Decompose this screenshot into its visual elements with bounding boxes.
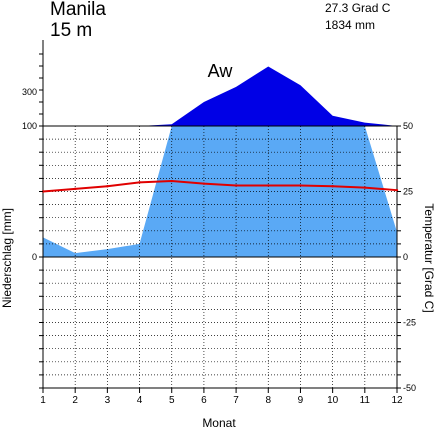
temperature-point [138, 181, 141, 184]
month-label: 8 [265, 395, 271, 406]
temperature-tick-label: -25 [403, 318, 416, 328]
month-label: 9 [298, 395, 304, 406]
precip-tick-label: 100 [22, 121, 37, 131]
month-label: 3 [105, 395, 111, 406]
temperature-point [170, 179, 173, 183]
temperature-tick-label: 25 [403, 187, 413, 197]
month-label: 6 [201, 395, 207, 406]
temperature-tick-label: 0 [403, 252, 408, 262]
x-axis-title: Monat [202, 416, 236, 430]
precip-tick-label: 300 [22, 87, 37, 97]
temperature-layer [41, 179, 399, 193]
month-label: 4 [137, 395, 143, 406]
month-label: 1 [40, 395, 46, 406]
month-label: 12 [391, 395, 403, 406]
temperature-tick-label: -50 [403, 383, 416, 393]
temperature-point [331, 185, 334, 188]
grid-lines [43, 126, 397, 388]
temperature-point [299, 184, 302, 187]
tick-marks [39, 53, 401, 393]
temperature-point [363, 186, 367, 189]
station-name: Manila [50, 0, 106, 20]
annual-precipitation: 1834 mm [325, 18, 376, 32]
temperature-point [267, 184, 270, 187]
month-label: 7 [233, 395, 239, 406]
temperature-tick-label: 50 [403, 121, 413, 131]
temperature-point [73, 187, 77, 191]
temperature-point [234, 184, 238, 187]
station-elevation: 15 m [50, 20, 93, 41]
right-axis-title: Temperatur [Grad C] [422, 203, 436, 312]
left-axis-title: Niederschlag [mm] [0, 208, 14, 308]
precip-tick-label: 0 [32, 252, 37, 262]
month-label: 11 [360, 395, 371, 406]
month-label: 2 [72, 395, 78, 406]
month-label: 10 [327, 395, 339, 406]
temperature-line [42, 180, 398, 193]
climate-class-label: Aw [208, 61, 234, 81]
month-label: 5 [169, 395, 175, 406]
mean-temperature: 27.3 Grad C [325, 1, 391, 15]
precipitation-excess-area [43, 66, 397, 126]
precipitation-areas [43, 66, 397, 257]
temperature-point [202, 182, 206, 185]
temperature-point [395, 188, 399, 192]
temperature-point [106, 185, 109, 188]
